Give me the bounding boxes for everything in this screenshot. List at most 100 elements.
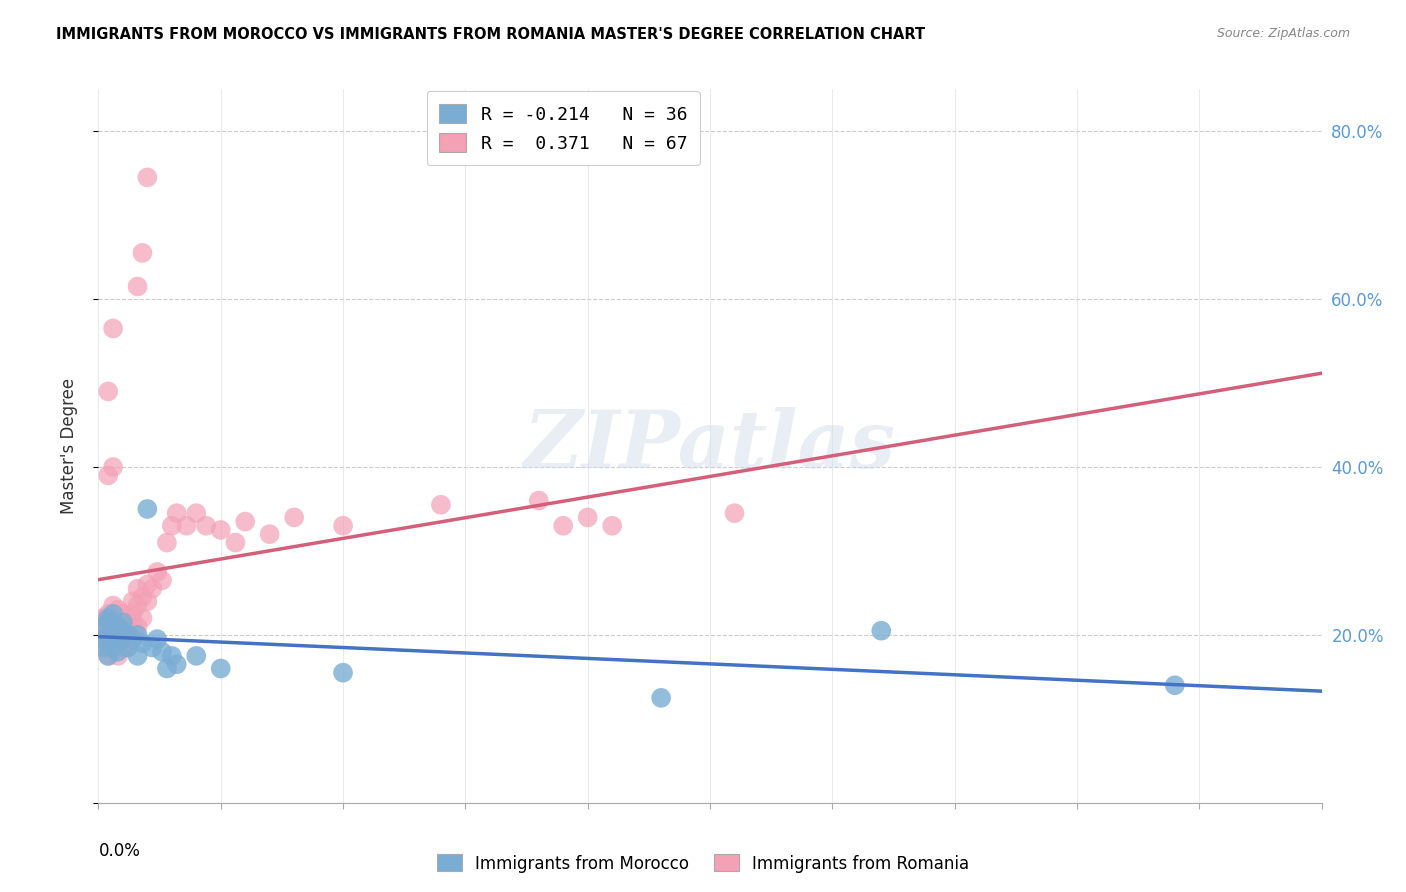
Point bbox=[156, 535, 179, 549]
Point bbox=[146, 565, 169, 579]
Point bbox=[150, 645, 173, 659]
Point bbox=[117, 640, 139, 655]
Point bbox=[166, 657, 188, 672]
Point bbox=[121, 607, 143, 621]
Point bbox=[131, 636, 153, 650]
Point bbox=[97, 628, 120, 642]
Point bbox=[195, 518, 218, 533]
Point bbox=[101, 607, 124, 621]
Point bbox=[127, 648, 149, 663]
Point bbox=[107, 624, 129, 638]
Point bbox=[870, 624, 893, 638]
Point bbox=[224, 535, 246, 549]
Point bbox=[233, 515, 256, 529]
Point bbox=[553, 518, 575, 533]
Point bbox=[131, 611, 153, 625]
Point bbox=[136, 577, 159, 591]
Point bbox=[97, 648, 120, 663]
Point bbox=[127, 628, 149, 642]
Point bbox=[156, 661, 179, 675]
Point bbox=[650, 690, 672, 705]
Point bbox=[127, 599, 149, 613]
Point bbox=[141, 582, 163, 596]
Point bbox=[117, 624, 139, 638]
Point bbox=[131, 590, 153, 604]
Point bbox=[107, 645, 129, 659]
Point bbox=[111, 624, 134, 638]
Point bbox=[121, 615, 143, 630]
Legend: R = -0.214   N = 36, R =  0.371   N = 67: R = -0.214 N = 36, R = 0.371 N = 67 bbox=[426, 91, 700, 165]
Point bbox=[111, 607, 134, 621]
Point bbox=[107, 632, 129, 646]
Point bbox=[97, 615, 120, 630]
Point bbox=[91, 619, 114, 633]
Point bbox=[576, 510, 599, 524]
Point bbox=[91, 619, 114, 633]
Point bbox=[97, 384, 120, 399]
Legend: Immigrants from Morocco, Immigrants from Romania: Immigrants from Morocco, Immigrants from… bbox=[430, 847, 976, 880]
Point bbox=[97, 624, 120, 638]
Point bbox=[136, 170, 159, 185]
Point bbox=[91, 628, 114, 642]
Point bbox=[117, 628, 139, 642]
Point bbox=[121, 594, 143, 608]
Y-axis label: Master's Degree: Master's Degree bbox=[59, 378, 77, 514]
Point bbox=[150, 574, 173, 588]
Text: ZIPatlas: ZIPatlas bbox=[524, 408, 896, 484]
Point bbox=[160, 518, 183, 533]
Point bbox=[209, 661, 232, 675]
Text: Source: ZipAtlas.com: Source: ZipAtlas.com bbox=[1216, 27, 1350, 40]
Point bbox=[527, 493, 550, 508]
Point bbox=[97, 611, 120, 625]
Point bbox=[127, 619, 149, 633]
Point bbox=[136, 594, 159, 608]
Point bbox=[111, 615, 134, 630]
Point bbox=[101, 640, 124, 655]
Point bbox=[160, 648, 183, 663]
Point bbox=[1164, 678, 1187, 692]
Point bbox=[127, 279, 149, 293]
Point bbox=[723, 506, 745, 520]
Point bbox=[97, 607, 120, 621]
Point bbox=[107, 648, 129, 663]
Point bbox=[166, 506, 188, 520]
Point bbox=[101, 624, 124, 638]
Point bbox=[101, 640, 124, 655]
Point bbox=[107, 603, 129, 617]
Point bbox=[186, 648, 208, 663]
Point bbox=[121, 632, 143, 646]
Point bbox=[111, 628, 134, 642]
Point bbox=[97, 648, 120, 663]
Point bbox=[101, 321, 124, 335]
Point bbox=[111, 640, 134, 655]
Point bbox=[97, 615, 120, 630]
Point bbox=[136, 502, 159, 516]
Text: 0.0%: 0.0% bbox=[98, 842, 141, 860]
Point bbox=[117, 640, 139, 655]
Point bbox=[131, 246, 153, 260]
Point bbox=[101, 611, 124, 625]
Point bbox=[97, 632, 120, 646]
Point bbox=[101, 619, 124, 633]
Point bbox=[332, 665, 354, 680]
Point bbox=[101, 632, 124, 646]
Point bbox=[117, 611, 139, 625]
Point bbox=[127, 582, 149, 596]
Point bbox=[600, 518, 623, 533]
Point bbox=[107, 636, 129, 650]
Point bbox=[176, 518, 198, 533]
Point bbox=[101, 460, 124, 475]
Point bbox=[107, 615, 129, 630]
Point bbox=[91, 636, 114, 650]
Point bbox=[141, 640, 163, 655]
Point bbox=[91, 615, 114, 630]
Point bbox=[97, 468, 120, 483]
Point bbox=[332, 518, 354, 533]
Point bbox=[430, 498, 453, 512]
Point bbox=[101, 632, 124, 646]
Point bbox=[111, 615, 134, 630]
Point bbox=[101, 599, 124, 613]
Point bbox=[97, 640, 120, 655]
Point bbox=[107, 619, 129, 633]
Point bbox=[91, 632, 114, 646]
